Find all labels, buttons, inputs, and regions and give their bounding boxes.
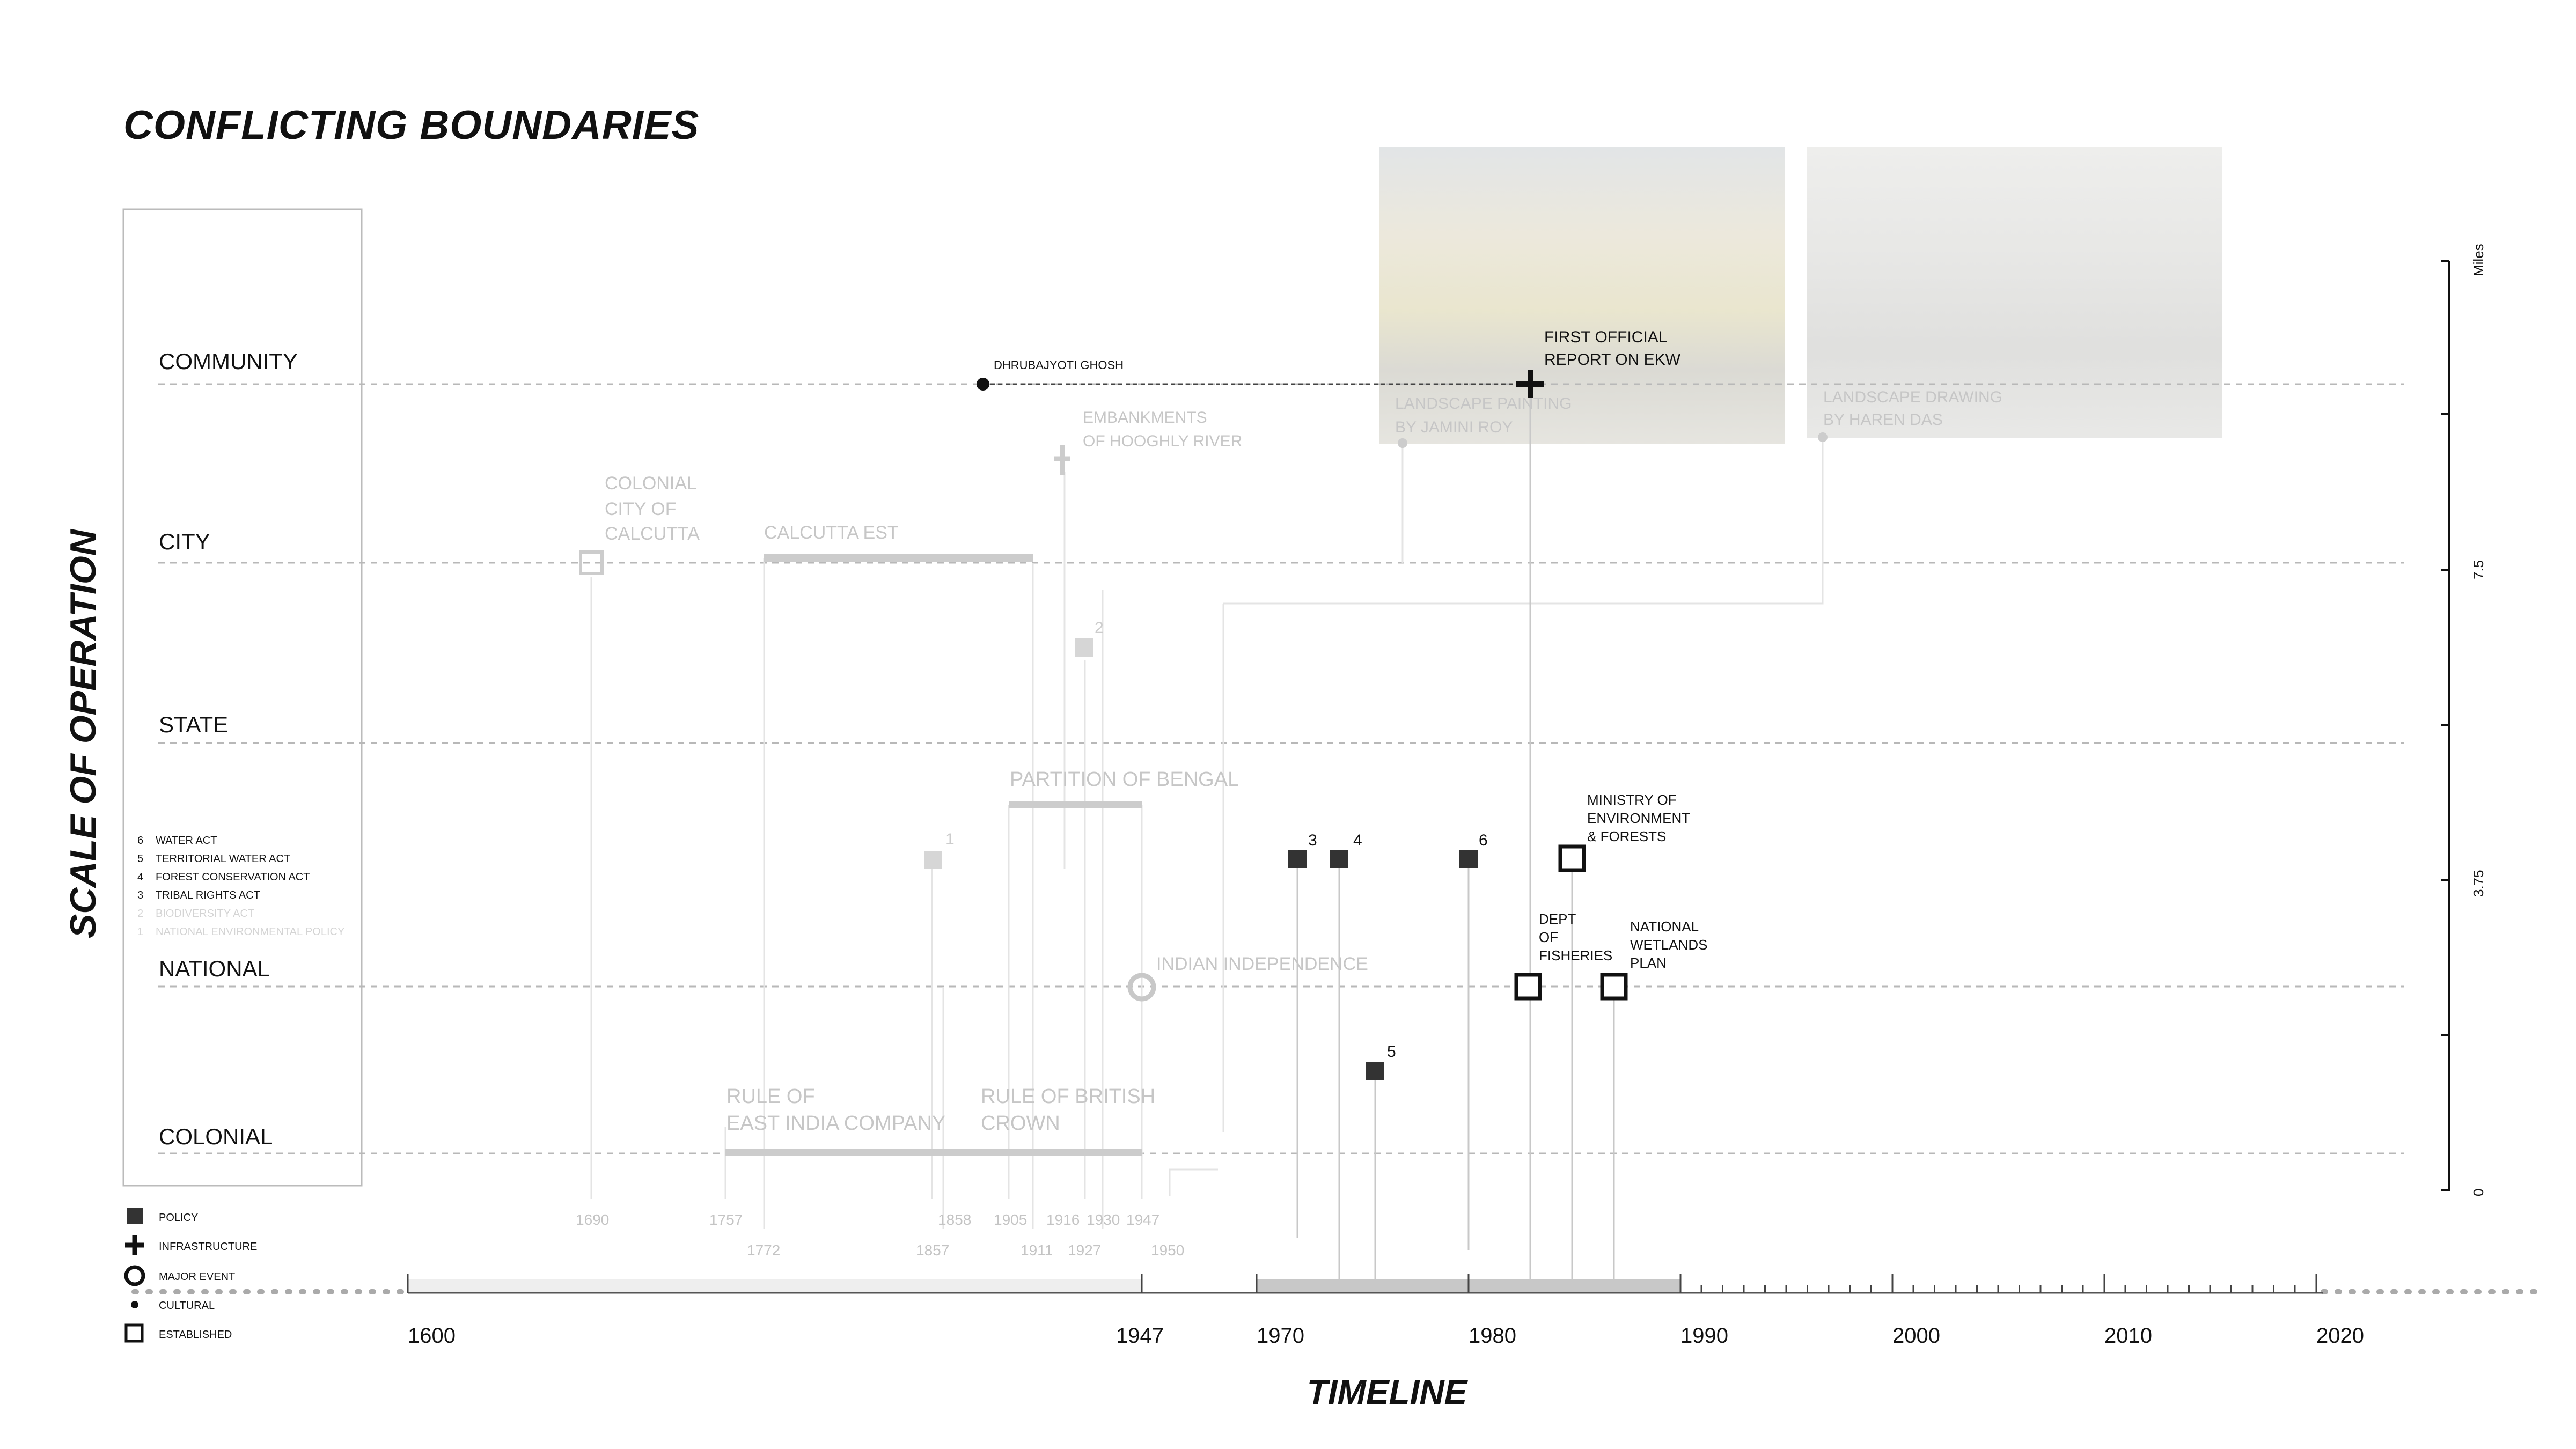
policy-marker-6-label: 6 [1479, 832, 1488, 849]
act-name-2: BIODIVERSITY ACT [156, 908, 254, 920]
policy-marker-5 [1366, 1062, 1384, 1080]
timeline-label-1600: 1600 [408, 1324, 456, 1348]
scale-label-state: STATE [159, 712, 228, 737]
policy-marker-2 [1075, 638, 1093, 657]
miles-tick-3-75: 3.75 [2470, 870, 2486, 897]
east-india-label: RULE OF EAST INDIA COMPANY [726, 1085, 945, 1135]
act-name-1: NATIONAL ENVIRONMENTAL POLICY [156, 926, 344, 938]
scale-label-colonial: COLONIAL [159, 1124, 273, 1149]
legend-infrastructure: INFRASTRUCTURE [159, 1241, 257, 1253]
timeline-label-2010: 2010 [2104, 1324, 2152, 1348]
timeline-label-2000: 2000 [1892, 1324, 1940, 1348]
timeline-label-1980: 1980 [1469, 1324, 1516, 1348]
scale-label-national: NATIONAL [159, 956, 270, 981]
date-1905: 1905 [994, 1211, 1027, 1228]
date-1947: 1947 [1126, 1211, 1159, 1228]
policy-marker-4-label: 4 [1353, 832, 1362, 849]
ministry-label: MINISTRY OF ENVIRONMENT & FORESTS [1587, 792, 1694, 844]
infrastructure-cross-icon [125, 1235, 144, 1255]
scale-panel [122, 208, 363, 1187]
date-1757: 1757 [709, 1211, 743, 1228]
date-1927: 1927 [1068, 1242, 1101, 1259]
policy-marker-4 [1330, 850, 1348, 868]
ghosh-dot [977, 378, 989, 391]
legend-policy: POLICY [159, 1212, 198, 1224]
colonial-city-line2: CITY OF [605, 499, 677, 519]
timeline-ticks [407, 1274, 2317, 1293]
miles-tick-0: 0 [2470, 1189, 2486, 1196]
timeline-label-1947: 1947 [1116, 1324, 1164, 1348]
independence-marker [1127, 973, 1156, 1002]
haren-label: LANDSCAPE DRAWING BY HAREN DAS [1823, 388, 2007, 429]
act-name-4: FOREST CONSERVATION ACT [156, 871, 310, 883]
calcutta-est-label: CALCUTTA EST [764, 523, 899, 543]
landscape-drawing-image [1807, 147, 2222, 438]
colonial-city-line1: COLONIAL [605, 473, 696, 494]
legend-established: ESTABLISHED [159, 1329, 232, 1341]
date-1911: 1911 [1021, 1242, 1053, 1259]
ghosh-label: DHRUBAJYOTI GHOSH [994, 358, 1124, 372]
act-num-1: 1 [137, 926, 143, 938]
act-num-5: 5 [137, 853, 143, 865]
colonial-city-line3: CALCUTTA [605, 524, 700, 544]
policy-square-icon [127, 1208, 143, 1224]
colonial-city-marker [579, 550, 604, 575]
act-name-5: TERRITORIAL WATER ACT [156, 853, 290, 865]
date-1858: 1858 [938, 1211, 971, 1228]
act-num-2: 2 [137, 908, 143, 920]
dept-fisheries-marker [1514, 973, 1542, 1001]
first-report-label: FIRST OFFICIAL REPORT ON EKW [1544, 328, 1681, 369]
date-1772: 1772 [747, 1242, 780, 1259]
policy-marker-1 [924, 851, 942, 869]
jamini-dot [1398, 438, 1407, 448]
embankments-label: EMBANKMENTS OF HOOGHLY RIVER [1083, 409, 1242, 450]
x-axis-title: TIMELINE [1307, 1373, 1467, 1411]
haren-dot [1818, 432, 1828, 442]
legend-cultural: CULTURAL [159, 1300, 215, 1312]
scale-label-city: CITY [159, 529, 210, 554]
cultural-dot-icon [131, 1301, 138, 1308]
major-event-ring-icon [124, 1265, 145, 1286]
act-num-3: 3 [137, 889, 143, 901]
wetlands-plan-marker [1600, 973, 1628, 1001]
scale-label-community: COMMUNITY [159, 349, 298, 374]
established-square-icon [124, 1323, 144, 1343]
act-num-4: 4 [137, 871, 143, 883]
embankments-cross-icon [1054, 445, 1070, 475]
date-1857: 1857 [916, 1242, 949, 1259]
act-num-6: 6 [137, 835, 143, 847]
timeline-label-1970: 1970 [1257, 1324, 1304, 1348]
ministry-marker [1558, 844, 1586, 872]
jamini-label: LANDSCAPE PAINTING BY JAMINI ROY [1395, 395, 1576, 436]
first-report-cross-icon [1516, 370, 1544, 398]
date-1950: 1950 [1151, 1242, 1184, 1259]
wetlands-plan-label: NATIONAL WETLANDS PLAN [1630, 918, 1712, 971]
policy-marker-1-label: 1 [945, 830, 955, 848]
policy-marker-6 [1459, 850, 1478, 868]
miles-label: Miles [2470, 244, 2486, 276]
date-1930: 1930 [1087, 1211, 1120, 1228]
british-crown-label: RULE OF BRITISH CROWN [981, 1085, 1161, 1135]
colonial-era-band [408, 1279, 1142, 1293]
landscape-painting-image [1379, 147, 1785, 444]
policy-marker-5-label: 5 [1387, 1043, 1396, 1061]
colonial-city-label: COLONIAL CITY OF CALCUTTA [605, 473, 701, 544]
date-1916: 1916 [1046, 1211, 1080, 1228]
independence-label: INDIAN INDEPENDENCE [1156, 954, 1368, 974]
legend-major-event: MAJOR EVENT [159, 1271, 235, 1283]
act-name-3: TRIBAL RIGHTS ACT [156, 889, 260, 901]
policy-marker-2-label: 2 [1095, 619, 1104, 637]
timeline-label-2020: 2020 [2316, 1324, 2364, 1348]
policy-marker-3-label: 3 [1308, 832, 1317, 849]
miles-tick-7-5: 7.5 [2470, 560, 2486, 579]
act-name-6: WATER ACT [156, 835, 217, 847]
date-1690: 1690 [576, 1211, 609, 1228]
scale-gridlines [158, 383, 2404, 1154]
policy-marker-3 [1288, 850, 1307, 868]
dept-fisheries-label: DEPT OF FISHERIES [1539, 911, 1612, 963]
partition-label: PARTITION OF BENGAL [1010, 768, 1239, 791]
page-title: CONFLICTING BOUNDARIES [123, 102, 700, 148]
timeline-label-1990: 1990 [1680, 1324, 1728, 1348]
